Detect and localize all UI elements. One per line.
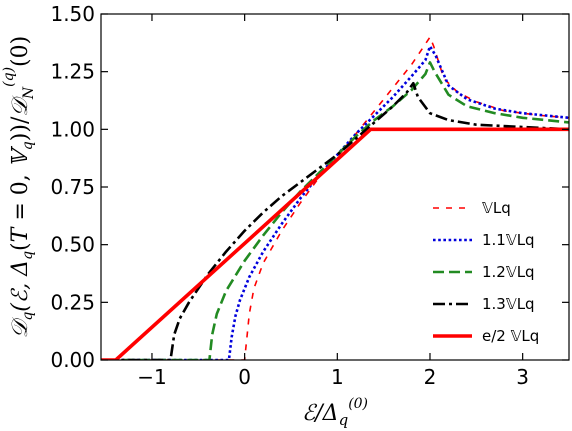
y-tick-label: 0.50: [50, 233, 95, 257]
legend-label-3: 1.2𝕍Lq: [482, 263, 535, 281]
x-tick-label: 1: [331, 365, 344, 389]
plot-area: [101, 36, 569, 360]
y-tick-label: 0.25: [50, 290, 95, 314]
x-tick-label: 3: [516, 365, 529, 389]
x-axis-label: ℰ/Δq(0): [302, 396, 368, 429]
legend-label-1: 𝕍Lq: [482, 199, 511, 217]
y-tick-label: 1.00: [50, 117, 95, 141]
y-tick-label: 0.75: [50, 175, 95, 199]
y-tick-label: 1.25: [50, 60, 95, 84]
x-tick-label: 2: [424, 365, 437, 389]
axis-ticks: −1 0 1 2 3 0.00 0.25 0.50 0.75 1.00 1.25 1.50: [50, 2, 569, 389]
series-line-3: [101, 61, 569, 360]
legend-label-5: e/2 𝕍Lq: [482, 327, 539, 345]
x-tick-label: 0: [238, 365, 251, 389]
legend-label-2: 1.1𝕍Lq: [482, 231, 535, 249]
y-axis-label: 𝒟q(ℰ, Δq(T = 0, 𝕍q))/𝒟N(q)(0): [1, 36, 37, 338]
series-line-5: [101, 127, 569, 360]
legend-label-4: 1.3𝕍Lq: [482, 295, 535, 313]
series-line-2: [101, 45, 569, 360]
y-tick-label: 1.50: [50, 2, 95, 26]
series-line-4: [101, 81, 569, 360]
series-line-1: [101, 36, 569, 360]
legend: 𝕍Lq 1.1𝕍Lq 1.2𝕍Lq 1.3𝕍Lq e/2 𝕍Lq: [433, 199, 539, 345]
y-tick-label: 0.00: [50, 348, 95, 372]
x-tick-label: −1: [137, 365, 166, 389]
